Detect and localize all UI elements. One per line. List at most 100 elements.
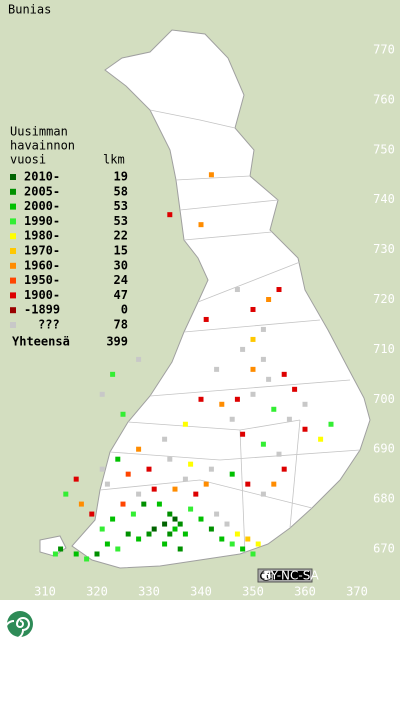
observation-square [146,466,152,472]
observation-square [198,222,204,228]
squares [52,172,334,562]
legend-label: 2000- [24,199,60,213]
observation-square [146,531,152,537]
observation-square [182,531,188,537]
observation-square [266,297,272,302]
observation-square [271,406,277,412]
observation-square [130,511,136,517]
observation-square [203,481,209,487]
observation-square [63,491,69,497]
observation-square [73,476,79,482]
observation-square [219,401,225,407]
observation-square [229,471,235,477]
observation-square [266,376,272,382]
observation-square [99,466,105,472]
x-tick-label: 360 [294,585,316,599]
legend-label: ??? [38,318,60,332]
observation-square [172,526,178,532]
observation-square [188,461,194,467]
observation-square [292,386,298,392]
observation-square [84,556,90,562]
observation-square [177,546,183,552]
observation-square [182,421,188,427]
svg-text:cc: cc [259,569,272,583]
observation-square [167,456,173,462]
observation-square [162,541,168,547]
observation-square [104,541,110,547]
observation-square [208,466,214,472]
observation-square [271,481,277,487]
observation-square [172,516,178,522]
observation-square [214,366,220,372]
observation-square [208,526,214,532]
observation-square [224,521,230,527]
legend-swatch [10,322,16,328]
legend-count-header: lkm [103,153,125,167]
observation-square [286,416,292,422]
x-tick-label: 320 [86,585,108,599]
legend-count: 30 [114,258,128,272]
legend: 2010- 19 2005- 58 2000- 53 1990- 53 1980- 22 1970-… [10,170,128,332]
observation-square [260,326,266,332]
observation-square [99,526,105,532]
legend-label: 1900- [24,288,60,302]
legend-swatch [10,262,16,269]
legend-label: 1970- [24,244,60,258]
observation-square [240,546,246,552]
observation-square [104,481,110,487]
legend-count: 0 [121,303,128,317]
observation-square [58,546,64,552]
observation-square [260,441,266,447]
observation-square [193,491,199,497]
observation-square [136,491,142,497]
observation-square [188,506,194,512]
observation-square [219,536,225,542]
observation-square [125,471,131,477]
y-tick-label: 670 [373,542,395,556]
observation-square [162,436,168,442]
observation-square [94,551,100,557]
legend-label: 1960- [24,258,60,272]
y-tick-label: 750 [373,142,395,156]
x-tick-label: 310 [34,585,56,599]
observation-square [167,511,173,517]
legend-count: 47 [114,288,128,302]
observation-square [141,501,147,507]
legend-label: 1950- [24,273,60,287]
axes: 310 320 330 340 350 360 370 670 680 690 700 710 720 7… [34,43,395,599]
map-title: Bunias [8,3,51,17]
observation-square [136,536,142,542]
legend-label: 2010- [24,170,60,184]
observation-square [89,511,95,517]
legend-swatch [10,203,16,210]
observation-square [156,501,162,507]
y-tick-label: 760 [373,92,395,106]
observation-square [110,516,116,522]
legend-header: havainnon [10,139,75,153]
legend-swatch [10,188,16,195]
observation-square [203,316,209,322]
observation-square [302,401,308,407]
x-tick-label: 330 [138,585,160,599]
observation-square [250,366,256,372]
legend-swatch [10,174,16,180]
observation-square [281,371,287,377]
observation-square [136,446,142,452]
observation-square [99,391,105,397]
y-tick-label: 710 [373,342,395,356]
legend-label: 1980- [24,229,60,243]
observation-square [260,356,266,362]
observation-square [172,486,178,492]
observation-square [250,306,256,312]
observation-square [177,521,183,527]
y-tick-label: 740 [373,192,395,206]
svg-text:BY-NC-SA: BY-NC-SA [263,569,319,583]
observation-square [136,356,142,362]
legend-count: 58 [114,184,128,198]
observation-square [245,481,251,487]
observation-square [229,541,235,547]
observation-square [234,287,240,293]
observation-square [328,421,334,427]
y-tick-label: 700 [373,392,395,406]
legend-count: 15 [114,244,128,258]
